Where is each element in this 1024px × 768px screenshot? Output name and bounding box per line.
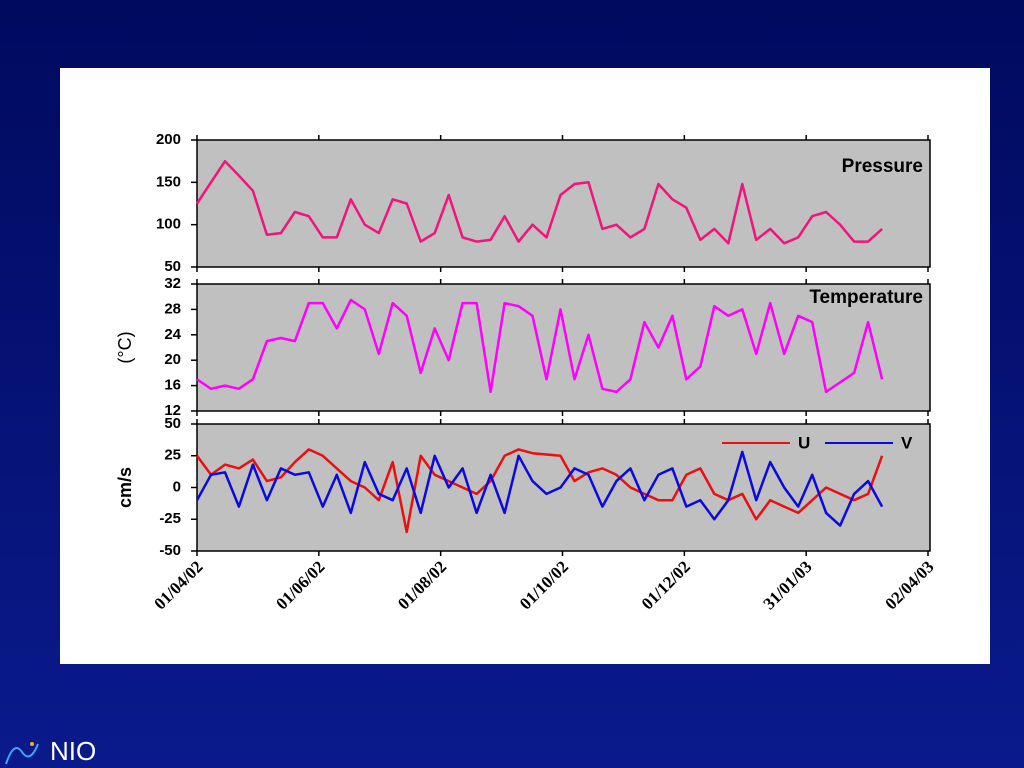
- data-line: [195, 159, 883, 245]
- legend-label: U: [798, 433, 810, 452]
- legend-label: V: [901, 433, 913, 452]
- y-tick-label: 12: [164, 402, 181, 419]
- plot-area: [196, 283, 931, 412]
- y-tick-label: 100: [156, 216, 181, 233]
- plot-area: [196, 423, 931, 552]
- logo-icon: [5, 742, 39, 765]
- y-tick-label: 16: [164, 377, 181, 394]
- data-line: [195, 448, 884, 534]
- y-axis-label: cm/s: [115, 467, 135, 508]
- y-tick-label: 28: [164, 300, 181, 317]
- panel-title: Pressure: [842, 156, 923, 177]
- y-tick-label: -50: [159, 542, 181, 559]
- y-tick-label: 150: [156, 173, 181, 190]
- plot-area: [196, 139, 931, 268]
- y-axis-label: (°C): [115, 331, 135, 363]
- y-tick-label: -25: [159, 510, 181, 527]
- data-line: [195, 450, 884, 527]
- y-tick-label: 24: [164, 326, 181, 343]
- data-line: [196, 298, 884, 394]
- logo-text: NIO: [50, 736, 96, 766]
- y-tick-label: 50: [164, 258, 181, 275]
- y-tick-label: 20: [164, 351, 181, 368]
- y-tick-label: 32: [164, 275, 181, 292]
- y-tick-label: 0: [173, 478, 181, 495]
- y-tick-label: 50: [164, 415, 181, 432]
- y-tick-label: 25: [164, 447, 181, 464]
- panel-title: Temperature: [809, 287, 923, 308]
- y-tick-label: 200: [156, 131, 181, 148]
